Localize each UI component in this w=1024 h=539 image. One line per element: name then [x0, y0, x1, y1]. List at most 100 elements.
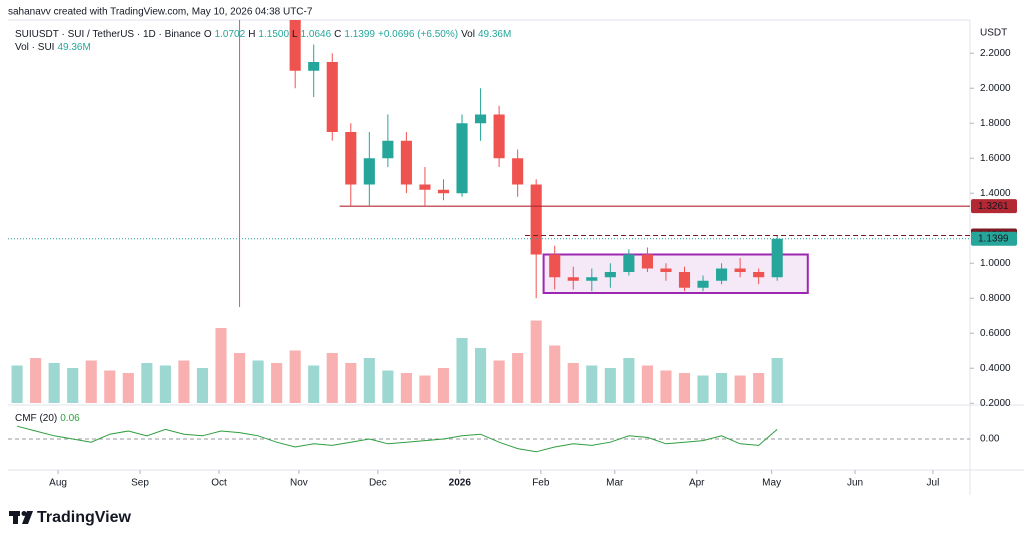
- legend-item: 1.1500: [258, 29, 289, 40]
- volume-bar: [122, 373, 134, 403]
- level-label-bg: [971, 231, 1017, 246]
- level-label: 1.1399: [978, 233, 1009, 244]
- candle-body: [604, 272, 616, 278]
- volume-bar: [345, 363, 357, 403]
- volume-bar: [104, 370, 116, 403]
- legend-item: Vol: [461, 29, 475, 40]
- volume-bar: [623, 358, 635, 403]
- candle-body: [734, 268, 746, 272]
- logo-mark: [21, 511, 27, 516]
- x-tick-label: Feb: [532, 478, 550, 489]
- volume-bar: [734, 375, 746, 403]
- legend-item: L: [292, 29, 298, 40]
- y-tick-label: 2.0000: [980, 83, 1011, 94]
- candle-body: [641, 254, 653, 269]
- volume-bar: [48, 363, 60, 403]
- volume-bar: [697, 375, 709, 403]
- candle-body: [549, 254, 561, 278]
- logo-mark: [13, 511, 18, 524]
- x-tick-label: Jun: [847, 478, 863, 489]
- volume-bar: [771, 358, 783, 403]
- y-tick-label: 1.6000: [980, 153, 1011, 164]
- currency: USDT: [980, 28, 1007, 39]
- y-tick-label: 0.6000: [980, 328, 1011, 339]
- cmf-line: [16, 425, 778, 453]
- candle-body: [400, 140, 412, 185]
- legend-item: Vol · SUI: [15, 42, 54, 53]
- volume-bar: [475, 348, 487, 403]
- volume-bar: [678, 373, 691, 403]
- volume-bar: [85, 360, 97, 403]
- y-tick-label: 2.2000: [980, 48, 1011, 59]
- volume-bar: [271, 363, 283, 403]
- candle-body: [567, 277, 579, 281]
- legend-item: O: [204, 29, 212, 40]
- legend: SUIUSDT · SUI / TetherUS · 1D · Binance O…: [15, 29, 511, 40]
- brand: TradingView: [37, 509, 132, 526]
- candle-body: [308, 62, 320, 71]
- x-tick-label: Jul: [927, 478, 940, 489]
- candle-body: [437, 189, 450, 194]
- volume-bar: [215, 328, 227, 403]
- candle-body: [382, 140, 394, 159]
- x-tick-label: Mar: [606, 478, 624, 489]
- y-tick-label: 1.4000: [980, 188, 1011, 199]
- y-tick-label: 0.4000: [980, 363, 1011, 374]
- volume-bar: [530, 320, 542, 403]
- volume-bar: [493, 360, 505, 403]
- legend-item: SUIUSDT · SUI / TetherUS · 1D · Binance: [15, 29, 201, 40]
- candle-body: [697, 280, 709, 288]
- legend-item: CMF (20): [15, 413, 57, 424]
- candle-body: [493, 114, 505, 159]
- y-tick-label: 1.0000: [980, 258, 1011, 269]
- candle-body: [475, 114, 487, 124]
- y-tick-label: 0.2000: [980, 398, 1011, 409]
- footer-logo: TradingView: [9, 509, 132, 526]
- legend-item: 1.0646: [301, 29, 332, 40]
- volume-bar: [178, 360, 190, 403]
- x-tick-label: Apr: [689, 478, 705, 489]
- x-tick-label: Oct: [211, 478, 227, 489]
- volume-bar: [159, 365, 171, 403]
- volume-bar: [30, 358, 42, 403]
- x-tick-label: Dec: [369, 478, 387, 489]
- volume-bar: [716, 373, 728, 403]
- level-label: 1.3261: [978, 201, 1009, 212]
- volume-bar: [604, 368, 616, 403]
- attribution: sahanavv created with TradingView.com, M…: [8, 7, 313, 18]
- legend-item: +0.0696 (+6.50%): [378, 29, 458, 40]
- candle-body: [678, 272, 691, 288]
- level-label-bg: [971, 199, 1017, 214]
- volume-bar: [363, 358, 375, 403]
- candle-body: [419, 184, 431, 190]
- volume-bar: [567, 363, 579, 403]
- volume-bar: [586, 365, 598, 403]
- x-tick-label: Nov: [290, 478, 308, 489]
- volume-bar: [549, 345, 561, 403]
- volume-bar: [419, 375, 431, 403]
- legend: CMF (20) 0.06: [15, 413, 80, 424]
- volume-bar: [141, 363, 153, 403]
- candle-body: [363, 158, 375, 185]
- x-tick-label: 2026: [449, 478, 472, 489]
- volume-bar: [641, 365, 653, 403]
- legend-item: 49.36M: [478, 29, 511, 40]
- legend-item: 1.0702: [215, 29, 246, 40]
- volume-bar: [233, 353, 246, 403]
- volume-bar: [753, 373, 765, 403]
- legend-item: 1.1399: [344, 29, 375, 40]
- candle-body: [512, 158, 524, 185]
- candle-body: [771, 238, 783, 278]
- candle-body: [753, 272, 765, 278]
- legend-item: C: [334, 29, 341, 40]
- cmf-tick-label: 0.00: [980, 434, 1000, 445]
- candle-body: [660, 268, 672, 272]
- volume-bar: [289, 350, 301, 403]
- candle-body: [289, 20, 301, 71]
- candle-body: [530, 184, 542, 255]
- legend-item: 0.06: [60, 413, 80, 424]
- candle-body: [716, 268, 728, 281]
- x-tick-label: Sep: [131, 478, 149, 489]
